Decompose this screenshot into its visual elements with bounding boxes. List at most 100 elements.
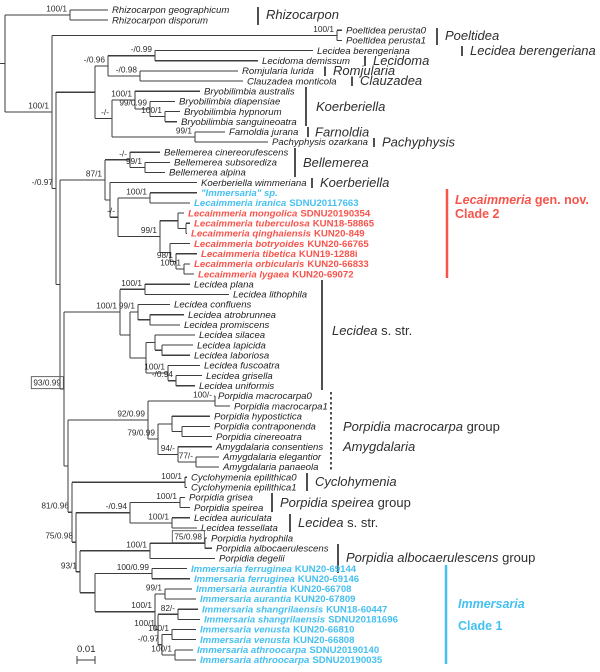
clade-label: Lecidea berengeriana — [470, 43, 596, 58]
clade-label-line2: Amygdalaria — [342, 439, 415, 454]
support-value: 99/1 — [146, 582, 163, 592]
clade-label-italic: Porpidia speirea — [280, 495, 374, 510]
taxon-accession: SDNU20190035 — [312, 655, 383, 666]
support-value: 100/- — [193, 390, 212, 400]
taxon-name: Immersaria aurantia — [200, 594, 292, 605]
scale-bar-line — [76, 656, 96, 664]
support-highlight-box — [171, 530, 205, 544]
support-value: 100/1 — [313, 24, 334, 34]
taxon-label: Porpidia cinereoatra — [216, 432, 302, 443]
taxon-label: Koerberiella wimmeriana — [201, 178, 307, 189]
support-value: 87/1 — [86, 168, 103, 178]
taxon-label: Lecidea plana — [194, 279, 254, 290]
clade-label: Immersaria — [458, 597, 525, 611]
tree-branches — [0, 9, 342, 661]
taxon-accession: KUN20-66765 — [307, 239, 369, 250]
taxon-name: Rhizocarpon disporum — [112, 15, 208, 26]
taxon-name: Lecaimmeria lygaea — [198, 269, 290, 280]
support-value: 99/1 — [126, 156, 143, 166]
taxon-name: Cyclohymenia epilithica0 — [191, 472, 297, 483]
taxon-label: Bryobilimbia diapensiae — [179, 97, 280, 108]
taxon-label: Bryobilimbia hypnorum — [184, 107, 282, 118]
taxon-name: Immersaria shangrilaensis — [204, 615, 325, 626]
taxon-label: Lecidea berengeriana — [317, 46, 410, 57]
clade-label-italic: Porpidia macrocarpa — [343, 419, 463, 434]
clade-label: Porpidia albocaerulescens group — [346, 550, 535, 565]
taxon-accession: KUN20-66808 — [293, 635, 355, 646]
clade-label: Porpidia macrocarpa group — [343, 419, 500, 434]
taxon-label: Bellemerea subsorediza — [174, 158, 277, 169]
taxon-label: Porpidia hypostictica — [214, 411, 302, 422]
taxon-label: Immersaria aurantia KUN20-67809 — [200, 594, 356, 605]
taxon-name: Immersaria shangrilaensis — [202, 604, 323, 615]
taxon-name: Bryobilimbia diapensiae — [179, 97, 280, 108]
taxon-name: Lecidoma demissum — [262, 56, 350, 67]
taxon-name: Lecaimmeria botryoides — [194, 239, 304, 250]
support-value: 99/1 — [176, 125, 193, 135]
taxon-name: Immersaria ferruginea — [194, 574, 295, 585]
clade-label-line2: Clade 1 — [458, 619, 503, 633]
taxon-name: Porpidia speirea — [194, 503, 263, 514]
support-value: 79/0.99 — [127, 428, 155, 438]
taxon-name: Rhizocarpon geographicum — [112, 5, 229, 16]
clade-label-plain: gen. nov. — [531, 193, 588, 207]
taxon-accession: SDNU20190140 — [309, 645, 379, 656]
taxon-name: Lecaimmeria mongolica — [188, 208, 298, 219]
taxon-name: Lecaimmeria tuberculosa — [194, 218, 310, 229]
clade-label: Koerberiella — [316, 99, 385, 114]
clade-label-plain: s. str. — [344, 515, 379, 530]
clade-label: Lecidoma — [373, 53, 429, 68]
support-value: -/0.97 — [138, 633, 160, 643]
clade-label-italic: Lecidoma — [373, 53, 429, 68]
clade-label-italic: Lecaimmeria — [455, 193, 531, 207]
taxon-label: Lecidea grisella — [206, 371, 273, 382]
taxon-accession: SDNU20181696 — [328, 615, 398, 626]
taxon-label: Lecidea atrobrunnea — [188, 310, 276, 321]
taxon-label: Immersaria aurantia KUN20-66708 — [196, 584, 352, 595]
branch-lines — [0, 9, 342, 661]
clade-label: Clauzadea — [360, 73, 422, 88]
clade-label-plain: group — [498, 550, 535, 565]
support-value: -/0.96 — [84, 54, 106, 64]
taxon-label: Immersaria athroocarpa SDNU20190035 — [200, 655, 383, 666]
taxon-label: Bryobilimbia sanguineoatra — [181, 117, 297, 128]
support-value: 99/0.99 — [119, 98, 147, 108]
clade-label: Farnoldia — [315, 125, 369, 140]
taxon-name: Bellemerea subsorediza — [174, 158, 277, 169]
support-value: 100/1 — [151, 643, 172, 653]
clade-label-italic: Farnoldia — [315, 125, 369, 140]
taxon-label: Lecidea lapicida — [197, 340, 266, 351]
clade-label-italic: Porpidia albocaerulescens — [346, 550, 499, 565]
support-value: 100/1 — [134, 618, 155, 628]
taxon-label: Romjularia lurida — [242, 66, 314, 77]
support-value: 92/0.99 — [117, 409, 145, 419]
taxon-accession: SDNU20117663 — [289, 198, 358, 209]
clade-label-italic: Poeltidea — [445, 28, 499, 43]
taxon-label: Lecaimmeria tuberculosa KUN18-58865 — [194, 218, 375, 229]
taxon-name: Immersaria venusta — [200, 625, 291, 636]
support-value: 100/1 — [28, 100, 49, 110]
support-value: 98/1 — [157, 250, 174, 260]
taxon-name: Immersaria aurantia — [196, 584, 288, 595]
taxon-name: Pachyphysis ozarkana — [272, 137, 368, 148]
taxon-name: Lecidea berengeriana — [317, 46, 410, 57]
taxon-name: Bryobilimbia hypnorum — [184, 107, 282, 118]
taxon-label: Clauzadea monticola — [247, 76, 337, 87]
taxon-label: Porpidia albocaerulescens — [216, 543, 329, 554]
taxon-accession: KUN20-66708 — [290, 584, 352, 595]
taxon-accession: SDNU20190354 — [300, 208, 371, 219]
clade-label-italic: Bellemerea — [303, 155, 369, 170]
taxon-name: Porpidia macrocarpa0 — [218, 391, 313, 402]
taxon-name: Bellemerea alpina — [169, 168, 246, 179]
taxon-label: Pachyphysis ozarkana — [272, 137, 368, 148]
taxon-label: Lecaimmeria tibetica KUN19-1288i — [201, 249, 358, 260]
taxon-name: Porpidia grisea — [189, 493, 253, 504]
taxon-label: Immersaria venusta KUN20-66810 — [200, 625, 354, 636]
taxon-name: Poeltidea perusta0 — [346, 26, 427, 37]
clade-label-italic: Romjularia — [333, 63, 395, 78]
support-value: -/- — [101, 107, 109, 117]
support-value: 100/1 — [126, 539, 147, 549]
taxon-label: Lecaimmeria iranica SDNU20117663 — [194, 198, 359, 209]
taxon-name: Lecidea silacea — [199, 330, 265, 341]
